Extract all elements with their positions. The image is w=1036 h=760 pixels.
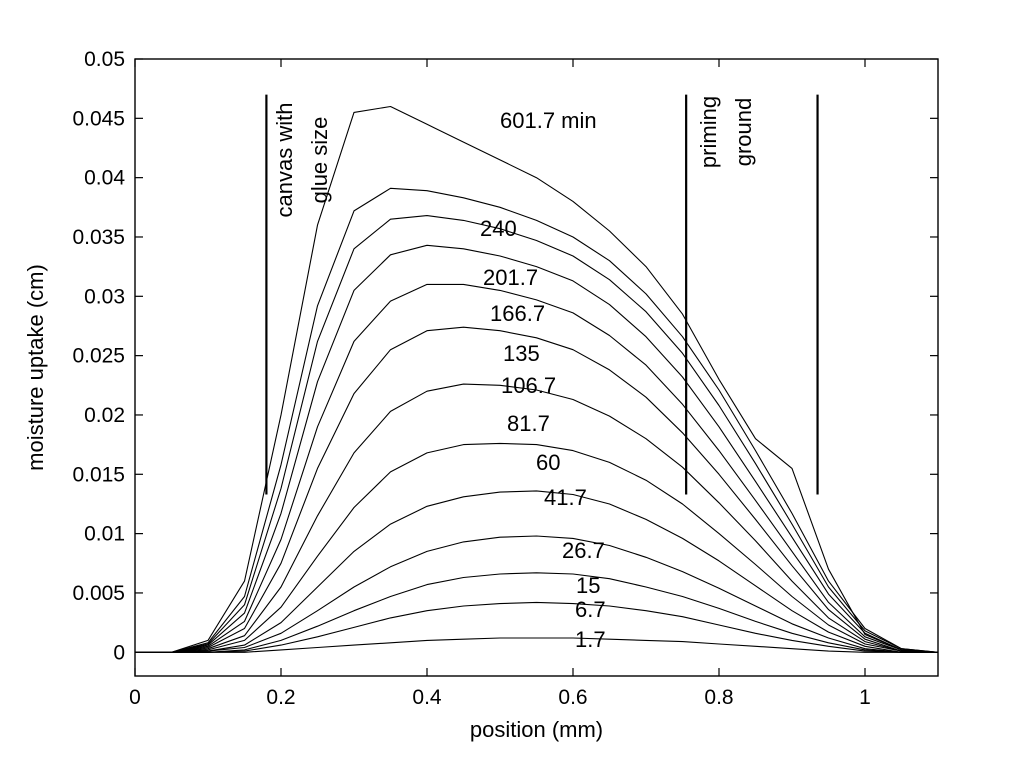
y-axis-ticks: 0 0.005 0.01 0.015 0.02 0.025 0.03 0.035 0.04 0.0… — [72, 48, 938, 664]
curve-label: 135 — [503, 341, 540, 366]
curve-41-7 — [135, 490, 938, 653]
y-tick-label: 0.04 — [84, 167, 125, 190]
curve-label: 601.7 min — [500, 108, 597, 133]
y-tick-label: 0.05 — [84, 48, 125, 71]
x-axis-ticks: 0 0.2 0.4 0.6 0.8 1 — [129, 59, 871, 709]
y-tick-label: 0.025 — [72, 345, 125, 368]
curve-label: 240 — [480, 216, 517, 241]
y-tick-label: 0.02 — [84, 404, 125, 427]
y-tick-label: 0.015 — [72, 463, 125, 486]
curve-1-7 — [135, 637, 938, 653]
curve-240 — [135, 187, 939, 653]
x-tick-label: 1 — [859, 686, 871, 709]
x-tick-label: 0.2 — [266, 686, 295, 709]
curve-label: 15 — [576, 573, 600, 598]
curve-label: 41.7 — [544, 485, 587, 510]
curve-label: 166.7 — [490, 301, 545, 326]
y-tick-label: 0 — [113, 641, 125, 664]
curve-time-labels: 601.7 min 240 201.7 166.7 135 106.7 81.7 60 41.7… — [480, 108, 606, 652]
region-label-line: canvas with — [272, 103, 297, 218]
y-tick-label: 0.01 — [84, 523, 125, 546]
curve-6-7 — [135, 601, 938, 653]
plot-frame — [134, 58, 939, 677]
curve-label: 26.7 — [562, 538, 605, 563]
curve-106-7 — [135, 326, 939, 653]
y-axis-label: moisture uptake (cm) — [23, 264, 48, 471]
curve-label: 1.7 — [575, 627, 606, 652]
x-tick-label: 0 — [129, 686, 141, 709]
region-marker-lines — [265, 94, 819, 495]
x-tick-label: 0.6 — [558, 686, 587, 709]
region-label-line: ground — [731, 98, 756, 167]
x-tick-label: 0.4 — [412, 686, 442, 709]
curve-135 — [135, 283, 939, 653]
y-tick-label: 0.035 — [72, 226, 125, 249]
curve-81-7 — [135, 383, 939, 653]
curve-60 — [135, 442, 939, 653]
y-tick-label: 0.03 — [84, 285, 125, 308]
curve-601-7-min — [135, 105, 939, 653]
curve-201-7 — [135, 215, 939, 653]
x-axis-label: position (mm) — [470, 717, 603, 742]
region-label-line: priming — [696, 96, 721, 168]
y-tick-label: 0.045 — [72, 107, 125, 130]
curve-label: 201.7 — [483, 265, 538, 290]
curve-26-7 — [135, 535, 938, 653]
curve-label: 60 — [536, 450, 560, 475]
y-tick-label: 0.005 — [72, 582, 125, 605]
profile-curves — [135, 105, 939, 653]
curve-15 — [135, 572, 938, 653]
curve-label: 106.7 — [501, 373, 556, 398]
region-labels: canvas with glue size priming ground — [272, 96, 756, 218]
curve-label: 81.7 — [507, 411, 550, 436]
x-tick-label: 0.8 — [704, 686, 733, 709]
curve-label: 6.7 — [575, 597, 606, 622]
region-label-line: glue size — [307, 117, 332, 204]
curve-166-7 — [135, 244, 939, 653]
